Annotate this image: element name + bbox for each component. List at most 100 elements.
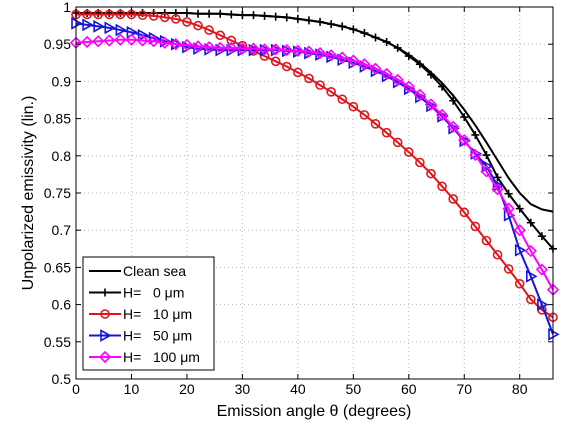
circle-marker	[215, 30, 226, 41]
diamond-marker	[291, 44, 304, 58]
y-tick-label: 0.7	[52, 222, 72, 238]
diamond-marker	[513, 224, 526, 237]
series-group	[69, 8, 560, 341]
plus-marker	[515, 204, 524, 213]
triangle-marker	[82, 18, 94, 32]
legend-label: H= 10 μm	[123, 306, 192, 322]
circle-marker	[437, 181, 447, 192]
diamond-marker	[214, 41, 227, 55]
plus-marker	[460, 113, 469, 122]
circle-marker	[448, 194, 458, 204]
triangle-marker	[104, 21, 116, 35]
y-tick-label: 0.8	[52, 148, 72, 164]
x-tick-label: 40	[290, 381, 306, 397]
plus-marker	[537, 232, 546, 241]
diamond-marker	[302, 45, 316, 58]
x-tick-label: 70	[456, 381, 472, 397]
circle-marker	[348, 101, 359, 112]
circle-marker	[492, 249, 503, 260]
circle-marker	[193, 20, 203, 31]
x-tick-label: 0	[72, 381, 80, 397]
plus-marker	[526, 218, 535, 227]
x-tick-label: 80	[512, 381, 528, 397]
diamond-marker	[358, 58, 371, 71]
plus-marker	[393, 43, 402, 52]
circle-marker	[337, 94, 348, 105]
circle-marker	[459, 207, 470, 218]
plus-marker	[415, 60, 424, 69]
circle-marker	[148, 11, 159, 21]
circle-marker	[381, 127, 392, 138]
diamond-marker	[258, 43, 271, 56]
x-tick-label: 10	[124, 381, 140, 397]
legend: Clean sea H= 0 μm H= 10 μm H= 50 μm H= 100 μ…	[82, 256, 215, 371]
diamond-marker	[114, 33, 127, 46]
diamond-marker	[480, 165, 493, 178]
plus-marker	[238, 11, 247, 20]
plus-marker	[338, 22, 347, 31]
y-tick-label: 0.65	[44, 259, 71, 275]
triangle-marker	[514, 243, 527, 257]
plus-marker	[304, 16, 313, 25]
diamond-marker	[98, 350, 112, 364]
diamond-marker	[147, 35, 160, 48]
circle-marker	[359, 110, 370, 120]
legend-label: H= 0 μm	[123, 285, 184, 301]
x-tick-label: 50	[346, 381, 362, 397]
plus-marker	[216, 9, 225, 18]
plus-marker	[426, 70, 435, 79]
circle-marker	[100, 309, 110, 319]
diamond-marker	[391, 73, 404, 87]
triangle-marker	[526, 269, 538, 283]
circle-marker	[326, 87, 336, 97]
y-axis-label: Unpolarized emissivity (lin.)	[20, 96, 37, 291]
legend-label: H= 50 μm	[123, 328, 192, 344]
diamond-marker	[336, 51, 349, 64]
plus-marker	[493, 173, 502, 182]
series-line	[76, 13, 554, 319]
plus-marker	[316, 17, 325, 26]
circle-marker	[137, 10, 148, 20]
circle-marker	[182, 17, 192, 27]
diamond-marker	[225, 41, 238, 55]
plus-marker	[349, 25, 358, 34]
triangle-marker	[537, 298, 549, 311]
y-tick-label: 1	[63, 0, 71, 15]
plus-marker	[227, 10, 236, 19]
triangle-marker	[137, 28, 150, 42]
diamond-marker	[424, 98, 438, 111]
circle-marker	[415, 157, 425, 168]
plus-marker	[360, 29, 369, 38]
diamond-marker	[347, 54, 360, 67]
diamond-marker	[158, 36, 171, 49]
circle-marker	[503, 264, 514, 274]
plus-marker	[101, 288, 109, 297]
diamond-marker	[435, 108, 449, 122]
triangle-marker	[115, 23, 128, 37]
plus-marker	[404, 52, 413, 61]
plus-marker	[504, 189, 513, 198]
diamond-marker	[180, 38, 194, 52]
circle-marker	[426, 168, 436, 179]
diamond-marker	[535, 263, 549, 276]
circle-marker	[481, 235, 492, 246]
diamond-marker	[125, 33, 138, 46]
legend-label: Clean sea	[123, 263, 186, 279]
plus-marker	[293, 14, 302, 23]
plus-marker	[249, 11, 258, 20]
triangle-marker	[492, 179, 505, 192]
circle-marker	[392, 137, 403, 148]
circle-marker	[226, 35, 237, 46]
diamond-marker	[169, 38, 182, 51]
triangle-marker	[93, 19, 105, 33]
diamond-marker	[313, 46, 327, 60]
y-tick-label: 0.95	[44, 36, 71, 52]
diamond-marker	[413, 88, 427, 101]
diamond-marker	[269, 43, 282, 56]
y-tick-label: 0.5	[52, 371, 72, 387]
diamond-marker	[136, 34, 149, 47]
diamond-marker	[469, 148, 482, 162]
y-tick-label: 0.9	[52, 73, 72, 89]
plus-marker	[371, 33, 380, 42]
